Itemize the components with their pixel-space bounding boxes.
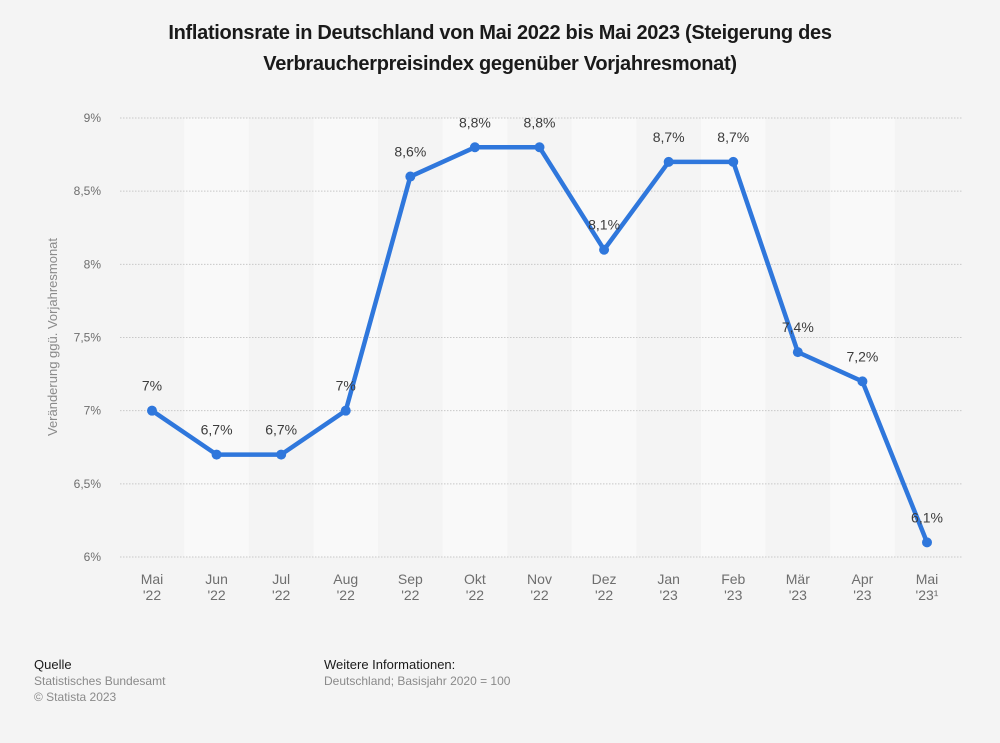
source-text[interactable]: Statistisches Bundesamt [34, 674, 166, 688]
x-tick-label: Mai [916, 571, 939, 587]
y-tick-label: 8,5% [74, 184, 102, 198]
data-point[interactable] [405, 171, 416, 182]
x-tick-label: Dez [592, 571, 617, 587]
x-tick-label: Feb [721, 571, 745, 587]
x-tick-year: '23 [660, 587, 678, 603]
x-tick-year: '22 [337, 587, 355, 603]
y-tick-label: 6,5% [74, 477, 102, 491]
data-label: 7,4% [782, 319, 814, 335]
chart-title-line-1: Inflationsrate in Deutschland von Mai 20… [168, 22, 832, 44]
x-tick-year: '23 [724, 587, 742, 603]
data-point[interactable] [211, 449, 222, 460]
x-tick-year: '23 [853, 587, 871, 603]
x-tick-year: '22 [272, 587, 290, 603]
data-point[interactable] [792, 347, 803, 358]
data-point[interactable] [922, 537, 932, 548]
x-tick-year: '22 [530, 587, 548, 603]
x-tick-label: Jun [205, 571, 228, 587]
data-label: 8,6% [394, 144, 426, 160]
data-label: 8,8% [524, 114, 556, 130]
data-label: 8,7% [653, 129, 685, 145]
data-point[interactable] [340, 405, 351, 416]
y-tick-label: 7% [84, 404, 102, 418]
x-tick-label: Aug [333, 571, 358, 587]
data-label: 8,8% [459, 114, 491, 130]
info-text: Deutschland; Basisjahr 2020 = 100 [324, 674, 511, 688]
data-labels: 7% 6,7% 6,7% 7% 8,6% 8,8% 8,8% 8,1% 8,7% 8,7% 7,4%… [142, 114, 943, 525]
x-tick-label: Sep [398, 571, 423, 587]
data-point[interactable] [728, 156, 739, 167]
x-tick-year: '22 [401, 587, 419, 603]
series-line [150, 145, 930, 544]
y-axis-label: Veränderung ggü. Vorjahresmonat [45, 238, 60, 436]
data-label: 8,7% [717, 129, 749, 145]
info-heading: Weitere Informationen: [324, 657, 456, 672]
data-point[interactable] [663, 156, 674, 167]
data-label: 8,1% [588, 217, 620, 233]
x-tick-label: Mai [141, 571, 164, 587]
info-block: Weitere Informationen: Deutschland; Basi… [324, 657, 510, 689]
data-label: 7,2% [846, 348, 878, 364]
data-label: 7% [336, 378, 356, 394]
x-axis-ticks: Mai'22Jun'22Jul'22Aug'22Sep'22Okt'22Nov'… [141, 571, 939, 603]
x-tick-label: Nov [527, 571, 552, 587]
data-point[interactable] [276, 449, 287, 460]
x-tick-year: '22 [466, 587, 484, 603]
data-point[interactable] [147, 405, 157, 416]
y-tick-label: 8% [84, 257, 102, 271]
data-point[interactable] [469, 142, 480, 153]
x-tick-label: Apr [852, 571, 874, 587]
y-axis-ticks: 6% 6,5% 7% 7,5% 8% 8,5% 9% [74, 111, 102, 564]
x-tick-year: '23 [789, 587, 807, 603]
source-block: Quelle Statistisches Bundesamt © Statist… [34, 657, 165, 705]
x-tick-label: Jul [272, 571, 290, 587]
x-tick-label: Mär [786, 571, 810, 587]
data-point[interactable] [534, 142, 545, 153]
copyright-text: © Statista 2023 [34, 690, 117, 704]
data-point[interactable] [599, 244, 610, 255]
data-point[interactable] [857, 376, 868, 387]
x-tick-year: '22 [595, 587, 613, 603]
data-label: 6,7% [265, 422, 297, 438]
y-tick-label: 9% [84, 111, 102, 125]
x-tick-label: Okt [464, 571, 486, 587]
chart-title-line-2: Verbraucherpreisindex gegenüber Vorjahre… [263, 53, 737, 75]
x-tick-year: '22 [207, 587, 225, 603]
data-label: 6,7% [201, 422, 233, 438]
x-tick-label: Jan [657, 571, 680, 587]
x-tick-year: '23¹ [916, 587, 939, 603]
data-label: 7% [142, 378, 162, 394]
source-heading: Quelle [34, 657, 72, 672]
chart-title: Inflationsrate in Deutschland von Mai 20… [0, 18, 1000, 80]
gridlines [120, 117, 962, 558]
series-inflation [147, 142, 932, 548]
category-bands [184, 118, 895, 557]
data-label: 6,1% [911, 509, 943, 525]
y-tick-label: 7,5% [74, 331, 102, 345]
y-tick-label: 6% [84, 550, 102, 564]
x-tick-year: '22 [143, 587, 161, 603]
